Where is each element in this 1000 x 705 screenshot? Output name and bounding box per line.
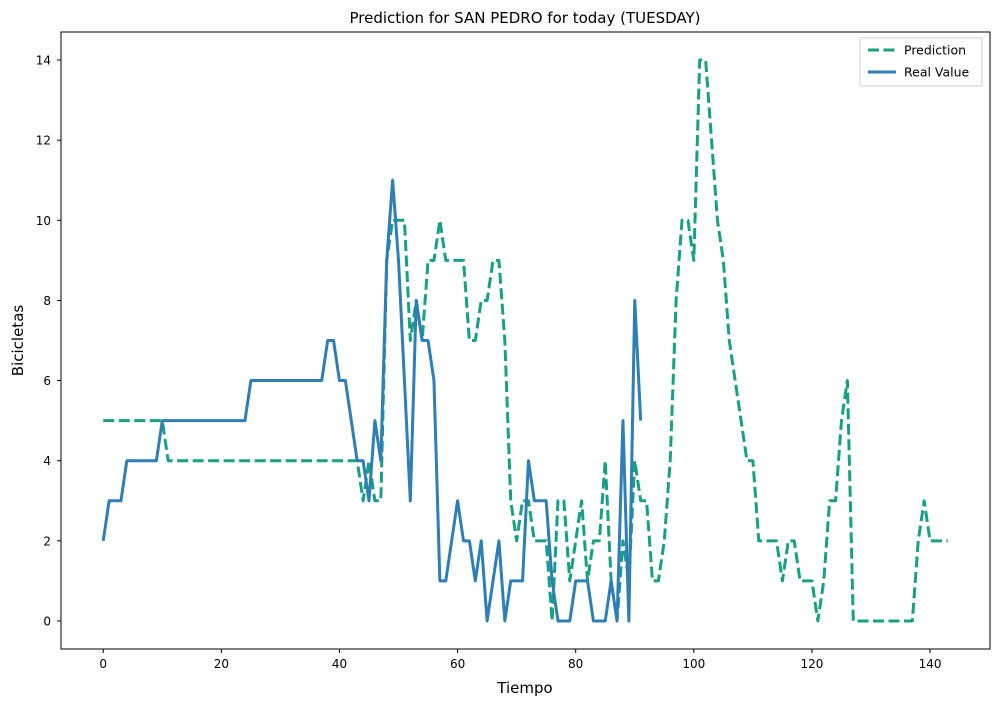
x-axis-label: Tiempo — [496, 679, 552, 697]
x-tick-label: 120 — [800, 657, 823, 671]
plot-frame — [60, 31, 991, 650]
y-tick-label: 2 — [43, 534, 51, 548]
y-tick-label: 10 — [36, 214, 51, 228]
chart-title: Prediction for SAN PEDRO for today (TUES… — [350, 9, 701, 27]
real-value-series-line — [101, 178, 643, 623]
ticks-layer: 0 20 40 60 80 100 120 140 0 2 4 6 8 10 12 14 — [36, 54, 942, 671]
x-tick-label: 20 — [214, 657, 229, 671]
y-tick-label: 8 — [43, 294, 51, 308]
legend-prediction-label: Prediction — [904, 43, 966, 58]
x-tick-label: 40 — [332, 657, 347, 671]
x-tick-label: 60 — [450, 657, 465, 671]
y-tick-label: 6 — [43, 374, 51, 388]
x-tick-label: 80 — [568, 657, 583, 671]
x-tick-label: 140 — [919, 657, 942, 671]
y-tick-label: 0 — [43, 614, 51, 628]
y-tick-label: 4 — [43, 454, 51, 468]
y-axis-label: Bicicletas — [9, 305, 27, 377]
y-tick-label: 14 — [36, 54, 51, 68]
y-tick-label: 12 — [36, 134, 51, 148]
legend: Prediction Real Value — [859, 37, 983, 87]
legend-real-value-label: Real Value — [904, 65, 970, 80]
x-tick-label: 100 — [682, 657, 705, 671]
x-tick-label: 0 — [99, 657, 107, 671]
series-layer — [101, 58, 948, 623]
